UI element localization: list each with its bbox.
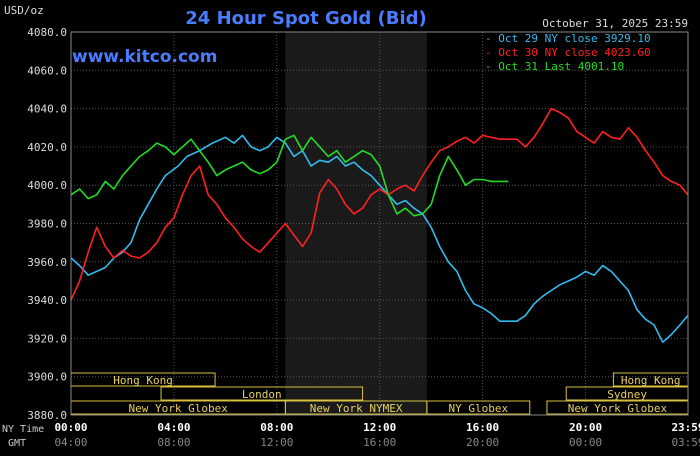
plot-border — [70, 31, 689, 416]
y-tick-label: 4060.0 — [27, 64, 67, 77]
x-tick-label-ny: 23:59 — [671, 421, 700, 434]
session-label: London — [242, 388, 282, 401]
x-tick-label-ny: 20:00 — [569, 421, 602, 434]
y-tick-label: 3900.0 — [27, 371, 67, 384]
x-tick-label-gmt: 12:00 — [260, 436, 293, 449]
series-line — [70, 134, 509, 217]
y-tick-label: 4080.0 — [27, 26, 67, 39]
session-box — [160, 386, 364, 401]
series-line — [70, 107, 689, 301]
x-tick-label-gmt: 00:00 — [569, 436, 602, 449]
x-tick-label-ny: 00:00 — [54, 421, 87, 434]
y-tick-label: 4000.0 — [27, 179, 67, 192]
x-axis: NY Time GMT 00:00 04:00 04:00 08:00 08:00 12:00… — [2, 421, 700, 449]
session-label: Sydney — [607, 388, 647, 401]
x-tick-label-gmt: 03:59 — [671, 436, 700, 449]
x-tick-label-gmt: 20:00 — [466, 436, 499, 449]
legend-entry: - Oct 29 NY close 3929.10 — [485, 32, 651, 45]
y-tick-label: 4040.0 — [27, 103, 67, 116]
session-box — [426, 400, 531, 415]
session-label: Hong Kong — [621, 374, 681, 387]
date-label: October 31, 2025 23:59 — [542, 17, 688, 30]
x-tick-label-ny: 04:00 — [157, 421, 190, 434]
x-tick-label-ny: 08:00 — [260, 421, 293, 434]
y-tick-label: 4020.0 — [27, 141, 67, 154]
gmt-row-label: GMT — [8, 438, 26, 449]
session-label: Hong Kong — [113, 374, 173, 387]
session-label: NY Globex — [449, 402, 509, 415]
x-tick-label-ny: 12:00 — [363, 421, 396, 434]
x-tick-label-gmt: 16:00 — [363, 436, 396, 449]
x-tick-label-gmt: 08:00 — [157, 436, 190, 449]
y-tick-label: 3980.0 — [27, 218, 67, 231]
y-tick-label: 3960.0 — [27, 256, 67, 269]
x-tick-label-gmt: 04:00 — [54, 436, 87, 449]
chart-title: 24 Hour Spot Gold (Bid) — [185, 8, 426, 29]
session-label: New York Globex — [129, 402, 229, 415]
unit-label: USD/oz — [4, 4, 44, 17]
ny-time-row-label: NY Time — [2, 424, 44, 435]
watermark: www.kitco.com — [72, 47, 217, 67]
session-label: New York NYMEX — [310, 402, 403, 415]
y-axis: 4080.0 4060.0 4040.0 4020.0 4000.0 3980.0 3960… — [27, 26, 67, 422]
y-tick-label: 3880.0 — [27, 409, 67, 422]
legend-entry: - Oct 30 NY close 4023.60 — [485, 46, 651, 59]
y-tick-label: 3940.0 — [27, 294, 67, 307]
legend: - Oct 29 NY close 3929.10- Oct 30 NY clo… — [485, 32, 651, 73]
market-sessions: Hong Kong London New York Globex New York N… — [70, 372, 689, 415]
price-lines — [70, 107, 689, 343]
x-tick-label-ny: 16:00 — [466, 421, 499, 434]
session-label: New York Globex — [568, 402, 668, 415]
legend-entry: - Oct 31 Last 4001.10 — [485, 60, 624, 73]
series-line — [70, 134, 689, 343]
y-tick-label: 3920.0 — [27, 332, 67, 345]
